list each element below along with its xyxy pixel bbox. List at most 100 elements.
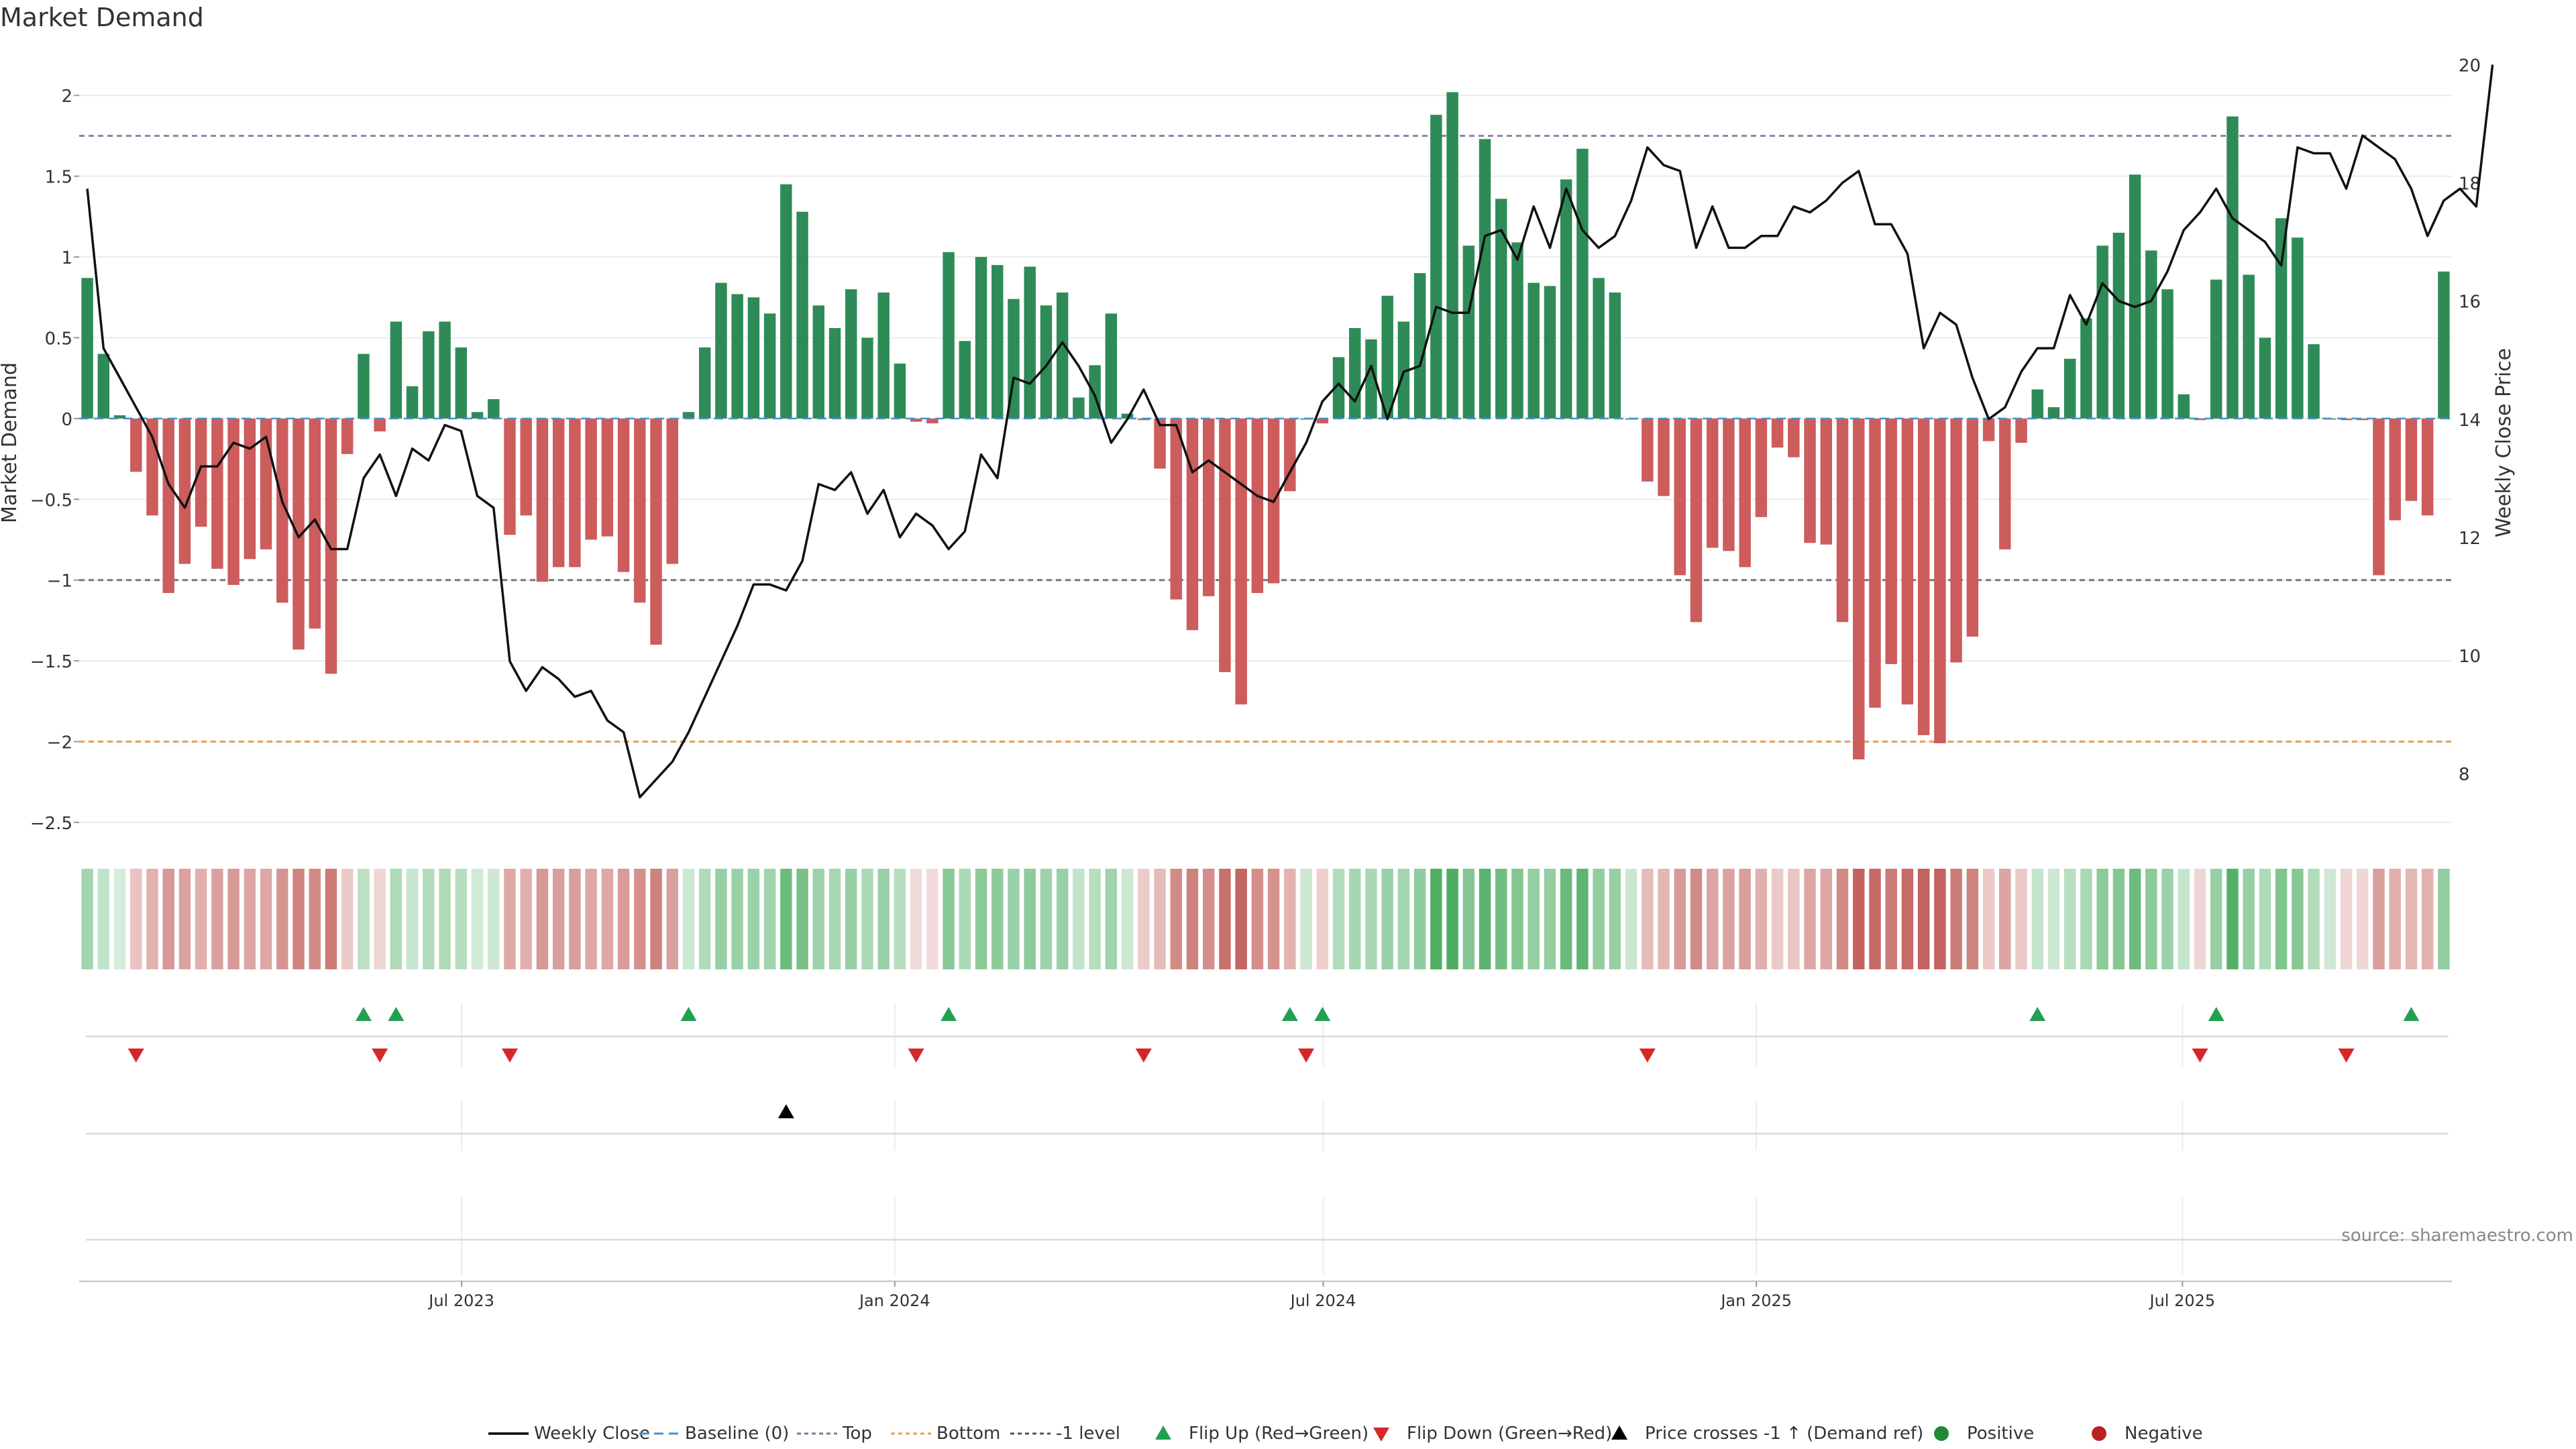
demand-bar [455, 347, 468, 419]
strip-cell [894, 869, 906, 969]
demand-bar [1105, 313, 1118, 419]
demand-bar [2405, 418, 2418, 501]
strip-cell [1690, 869, 1703, 969]
demand-bar [1040, 305, 1053, 419]
demand-bar [2226, 116, 2239, 419]
demand-bar [162, 418, 174, 593]
strip-cell [2047, 869, 2060, 969]
demand-bar [2080, 318, 2092, 419]
demand-bar [861, 337, 873, 419]
demand-bar [2292, 237, 2304, 419]
strip-cell [2405, 869, 2418, 969]
demand-bar [2259, 337, 2271, 419]
strip-cell [1820, 869, 1833, 969]
strip-cell [1251, 869, 1264, 969]
strip-cell [1934, 869, 1946, 969]
demand-bar [146, 418, 158, 516]
strip-cell [1853, 869, 1865, 969]
strip-cell [1495, 869, 1507, 969]
strip-cell [1755, 869, 1768, 969]
strip-cell [1739, 869, 1751, 969]
demand-bar [1202, 418, 1215, 596]
demand-bar [731, 294, 743, 419]
strip-cell [1121, 869, 1134, 969]
demand-bar [650, 418, 662, 645]
y-tick-label-left: 0.5 [45, 329, 72, 349]
demand-bar [2357, 418, 2369, 421]
flip-down-marker [1639, 1049, 1656, 1063]
strip-cell [1154, 869, 1166, 969]
demand-bar [569, 418, 581, 568]
demand-bar [1560, 179, 1572, 419]
demand-bar [2112, 232, 2125, 419]
y-tick-label-left: 2 [61, 87, 72, 107]
strip-cell [244, 869, 256, 969]
legend-item-negative: Negative [2125, 1424, 2203, 1444]
strip-cell [1008, 869, 1020, 969]
demand-bar [682, 412, 695, 419]
strip-cell [2357, 869, 2369, 969]
demand-bar [1251, 418, 1264, 593]
strip-cell [682, 869, 695, 969]
strip-cell [2194, 869, 2206, 969]
strip-cell [423, 869, 435, 969]
demand-bar [1495, 199, 1507, 419]
strip-cell [504, 869, 516, 969]
strip-cell [439, 869, 451, 969]
demand-bar [1771, 418, 1784, 448]
flip-up-marker [2029, 1007, 2046, 1021]
strip-cell [796, 869, 808, 969]
demand-bar [1154, 418, 1166, 469]
strip-cell [162, 869, 174, 969]
demand-bar [552, 418, 565, 568]
demand-bar [812, 305, 825, 419]
flip-down-marker [2192, 1049, 2208, 1063]
strip-cell [341, 869, 354, 969]
strip-cell [1511, 869, 1523, 969]
strip-cell [97, 869, 110, 969]
strip-cell [1527, 869, 1540, 969]
demand-bar [2031, 389, 2043, 419]
demand-bar [488, 398, 500, 419]
strip-cell [2096, 869, 2108, 969]
demand-bar [1430, 115, 1442, 419]
strip-cell [2129, 869, 2141, 969]
demand-bar [1788, 418, 1800, 458]
strip-cell [1300, 869, 1312, 969]
strip-cell [1706, 869, 1719, 969]
demand-bar [97, 354, 110, 419]
strip-cell [520, 869, 532, 969]
strip-cell [1771, 869, 1784, 969]
demand-bar [1901, 418, 1914, 705]
demand-bar [1527, 282, 1540, 419]
flip-up-marker [941, 1007, 957, 1021]
strip-cell [1885, 869, 1897, 969]
demand-bar [504, 418, 516, 535]
strip-cell [747, 869, 760, 969]
strip-cell [195, 869, 207, 969]
strip-cell [650, 869, 662, 969]
demand-bar [828, 328, 841, 419]
demand-bar [715, 282, 727, 419]
flip-up-marker [1314, 1007, 1331, 1021]
strip-cell [455, 869, 468, 969]
strip-cell [2275, 869, 2288, 969]
demand-bar [2063, 358, 2076, 419]
strip-cell [2145, 869, 2157, 969]
strip-cell [1869, 869, 1881, 969]
demand-bar [1365, 339, 1377, 419]
demand-bar [877, 292, 890, 419]
strip-cell [2373, 869, 2385, 969]
demand-bar [1170, 418, 1182, 600]
strip-cell [390, 869, 402, 969]
strip-cell [309, 869, 321, 969]
demand-bar [1576, 148, 1589, 419]
strip-cell [1332, 869, 1345, 969]
demand-bar [1073, 397, 1085, 419]
flip-down-marker [501, 1049, 518, 1063]
strip-cell [1349, 869, 1361, 969]
strip-cell [211, 869, 223, 969]
y-tick-label-right: 8 [2459, 765, 2470, 785]
demand-bar [2178, 394, 2190, 419]
demand-bar [1950, 418, 1962, 663]
